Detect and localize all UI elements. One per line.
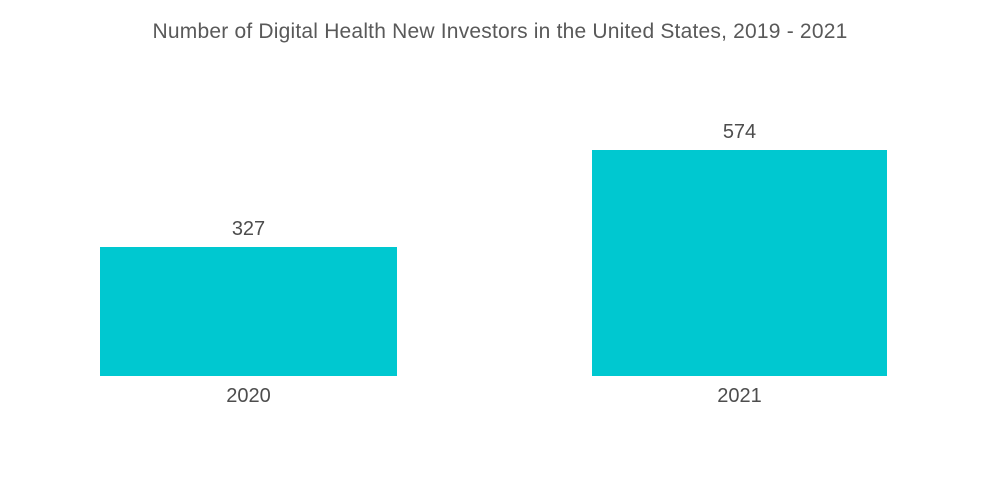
bar-2021 [592, 150, 887, 376]
x-axis-label-2020: 2020 [226, 385, 271, 407]
chart-title: Number of Digital Health New Investors i… [152, 20, 848, 43]
value-label-2020: 327 [231, 218, 266, 240]
bar-group-2020: 327 2020 [100, 218, 397, 407]
bar-2020 [100, 247, 397, 376]
x-axis-label-2021: 2021 [717, 385, 762, 407]
bar-group-2021: 574 2021 [592, 121, 887, 407]
value-label-2021: 574 [722, 121, 757, 143]
